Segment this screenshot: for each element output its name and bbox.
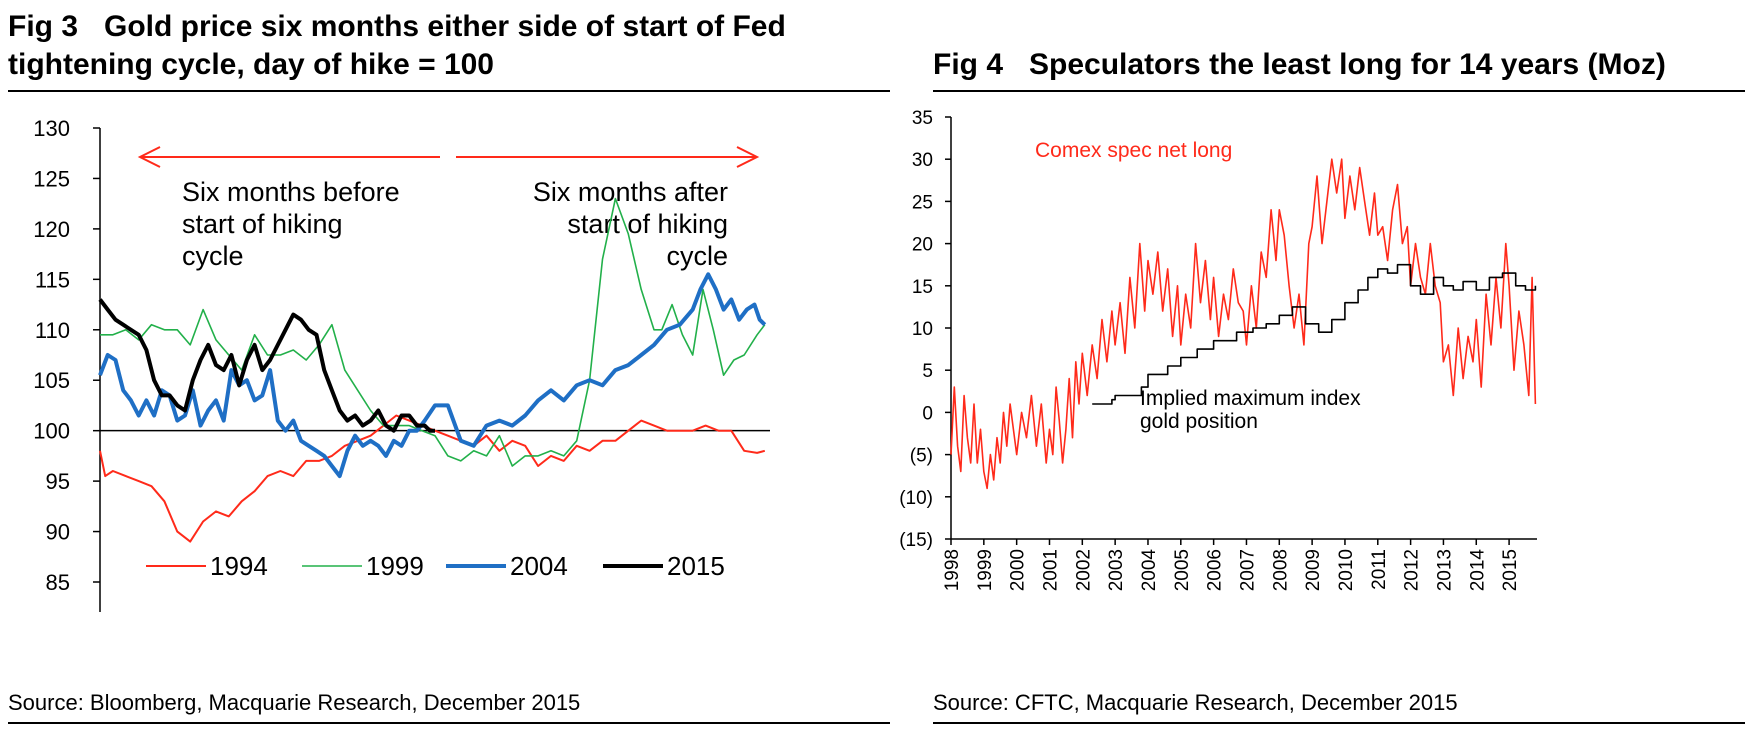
- x-tick-label: 2011: [1369, 549, 1390, 590]
- fig4-number: Fig 4: [933, 48, 1004, 81]
- fig4-series: [950, 158, 1537, 490]
- y-tick-label: 115: [35, 267, 70, 292]
- annotation-line: gold position: [1140, 410, 1258, 433]
- y-tick-label: 0: [922, 403, 933, 424]
- y-tick-label: 30: [912, 150, 933, 171]
- fig3-chart: 130 125 120 115 110 105 100 95 90 85 Six months b…: [33, 116, 770, 612]
- y-tick-label: 25: [912, 192, 933, 213]
- annotation-line: start of hiking: [182, 209, 343, 239]
- legend-label-1999: 1999: [366, 551, 424, 581]
- legend-label-2015: 2015: [667, 551, 725, 581]
- y-tick-label: (5): [910, 446, 933, 467]
- x-tick-label: 2010: [1336, 549, 1357, 591]
- legend-label-2004: 2004: [510, 551, 568, 581]
- x-tick-label: 2005: [1172, 549, 1193, 591]
- series-spec: [950, 158, 1537, 490]
- y-tick-label: 35: [912, 108, 933, 129]
- x-tick-label: 2009: [1303, 549, 1324, 591]
- x-tick-label: 2008: [1270, 549, 1291, 591]
- y-tick-label: 110: [35, 318, 70, 343]
- fig3-source: Source: Bloomberg, Macquarie Research, D…: [8, 690, 581, 715]
- y-tick-label: (15): [899, 530, 933, 551]
- annotation-line: cycle: [182, 241, 244, 271]
- x-tick-label: 2000: [1008, 549, 1029, 591]
- fig4-title: Fig 4 Speculators the least long for 14 y…: [933, 46, 1666, 84]
- fig4-source: Source: CFTC, Macquarie Research, Decemb…: [933, 690, 1458, 715]
- y-tick-label: 95: [46, 469, 70, 494]
- series-2004: [98, 272, 767, 479]
- y-tick-label: 5: [922, 361, 933, 382]
- annotation-line: Six months after: [533, 177, 728, 207]
- y-tick-label: (10): [899, 488, 933, 509]
- series-2015: [98, 298, 435, 433]
- y-tick-label: 20: [912, 235, 933, 256]
- figure-3: Fig 3 Gold price six months either side o…: [8, 8, 890, 724]
- annotation-line: cycle: [666, 241, 728, 271]
- fig3-arrows: [137, 146, 760, 168]
- y-tick-label: 125: [33, 166, 70, 191]
- fig3-legend: 1994 1999 2004 2015: [146, 551, 725, 581]
- fig3-axes: 130 125 120 115 110 105 100 95 90 85: [33, 116, 770, 612]
- series-index: [1092, 263, 1537, 405]
- x-tick-label: 2007: [1237, 549, 1258, 591]
- x-tick-label: 2014: [1467, 549, 1488, 592]
- annotation-line: Implied maximum index: [1140, 387, 1361, 410]
- fig3-title: Fig 3 Gold price six months either side o…: [8, 8, 888, 84]
- y-tick-label: 90: [46, 520, 70, 545]
- fig3-title-text: Gold price six months either side of sta…: [8, 10, 786, 81]
- fig4-top-rule: [933, 90, 1745, 92]
- fig4-title-text: Speculators the least long for 14 years …: [1029, 48, 1666, 81]
- x-tick-label: 2012: [1402, 549, 1423, 591]
- x-tick-label: 2015: [1500, 549, 1521, 591]
- y-tick-label: 10: [912, 319, 933, 340]
- arrow-left-head: [137, 146, 161, 168]
- x-tick-label: 1999: [975, 549, 996, 591]
- fig4-bottom-rule: [933, 722, 1745, 724]
- x-tick-label: 2013: [1434, 549, 1455, 591]
- fig3-bottom-rule: [8, 722, 890, 724]
- series-1999: [100, 197, 766, 467]
- y-tick-label: 15: [912, 277, 933, 298]
- y-tick-label: 85: [46, 570, 70, 595]
- annotation-index: Implied maximum index gold position: [1140, 387, 1361, 433]
- y-tick-label: 100: [33, 419, 70, 444]
- y-tick-label: 120: [33, 217, 70, 242]
- y-tick-label: 130: [33, 116, 70, 141]
- figure-4: Fig 4 Speculators the least long for 14 y…: [899, 0, 1745, 737]
- annotation-line: start of hiking: [567, 209, 728, 239]
- x-tick-label: 2001: [1040, 549, 1061, 591]
- fig3-number: Fig 3: [8, 10, 79, 43]
- annotation-after: Six months after start of hiking cycle: [533, 177, 728, 271]
- annotation-line: Six months before: [182, 177, 400, 207]
- x-tick-label: 2004: [1139, 549, 1160, 592]
- annotation-before: Six months before start of hiking cycle: [182, 177, 400, 271]
- arrow-right-head: [736, 146, 760, 168]
- annotation-spec: Comex spec net long: [1035, 139, 1232, 162]
- fig3-top-rule: [8, 90, 890, 92]
- x-tick-label: 2006: [1205, 549, 1226, 591]
- x-tick-label: 2003: [1106, 549, 1127, 591]
- fig3-series: [98, 197, 767, 543]
- x-tick-label: 2002: [1073, 549, 1094, 591]
- legend-label-1994: 1994: [210, 551, 268, 581]
- x-tick-label: 1998: [942, 549, 963, 591]
- y-tick-label: 105: [33, 368, 70, 393]
